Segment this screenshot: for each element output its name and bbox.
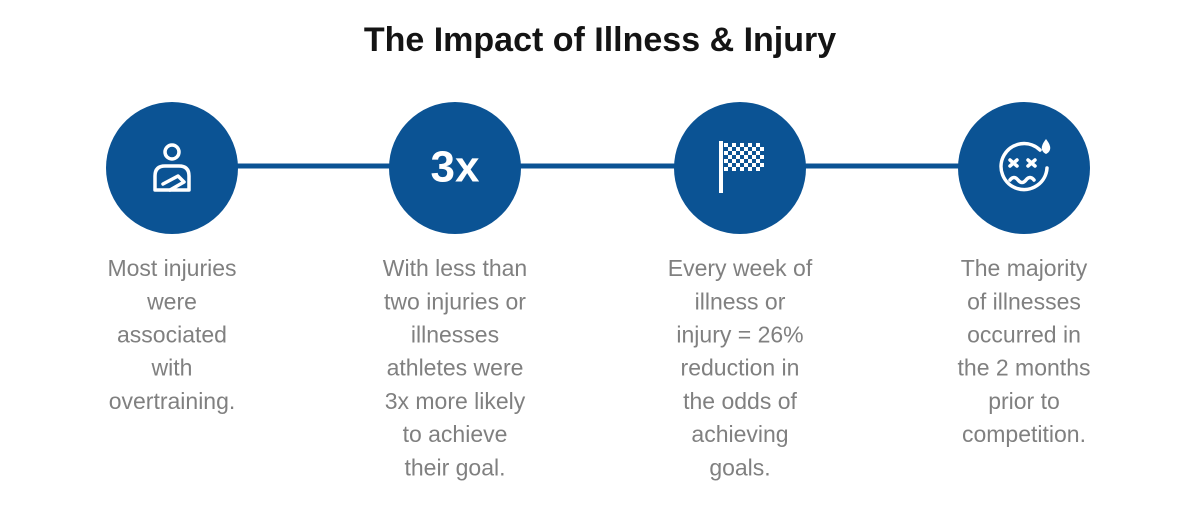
description-line: injury = 26% (676, 321, 803, 347)
description-line: goals. (709, 454, 770, 480)
injury-icon (153, 143, 191, 192)
description-line: associated (117, 321, 227, 347)
title: The Impact of Illness & Injury (364, 21, 836, 59)
description-line: With less than (383, 255, 527, 281)
sick-icon (999, 138, 1051, 192)
description-line: reduction in (681, 355, 800, 381)
description-line: Every week of (668, 255, 813, 281)
step-circle (958, 102, 1090, 234)
description-line: competition. (962, 421, 1086, 447)
description-line: were (146, 288, 197, 314)
description-line: with (151, 355, 193, 381)
badge: 3x (431, 143, 480, 192)
description-line: athletes were (387, 355, 524, 381)
description-line: to achieve (403, 421, 508, 447)
step-circle (106, 102, 238, 234)
step-circle (389, 102, 521, 234)
description-line: two injuries or (384, 288, 526, 314)
description-line: illnesses (411, 321, 499, 347)
description-line: their goal. (404, 454, 505, 480)
flag-icon (719, 141, 764, 193)
description-line: Most injuries (107, 255, 236, 281)
description-line: occurred in (967, 321, 1081, 347)
description-line: illness or (695, 288, 786, 314)
description-line: the 2 months (958, 355, 1091, 381)
description-line: prior to (988, 388, 1060, 414)
description-line: The majority (961, 255, 1088, 281)
description-line: overtraining. (109, 388, 236, 414)
description-line: 3x more likely (385, 388, 526, 414)
description-line: the odds of (683, 388, 797, 414)
description-line: of illnesses (967, 288, 1081, 314)
description-line: achieving (691, 421, 788, 447)
